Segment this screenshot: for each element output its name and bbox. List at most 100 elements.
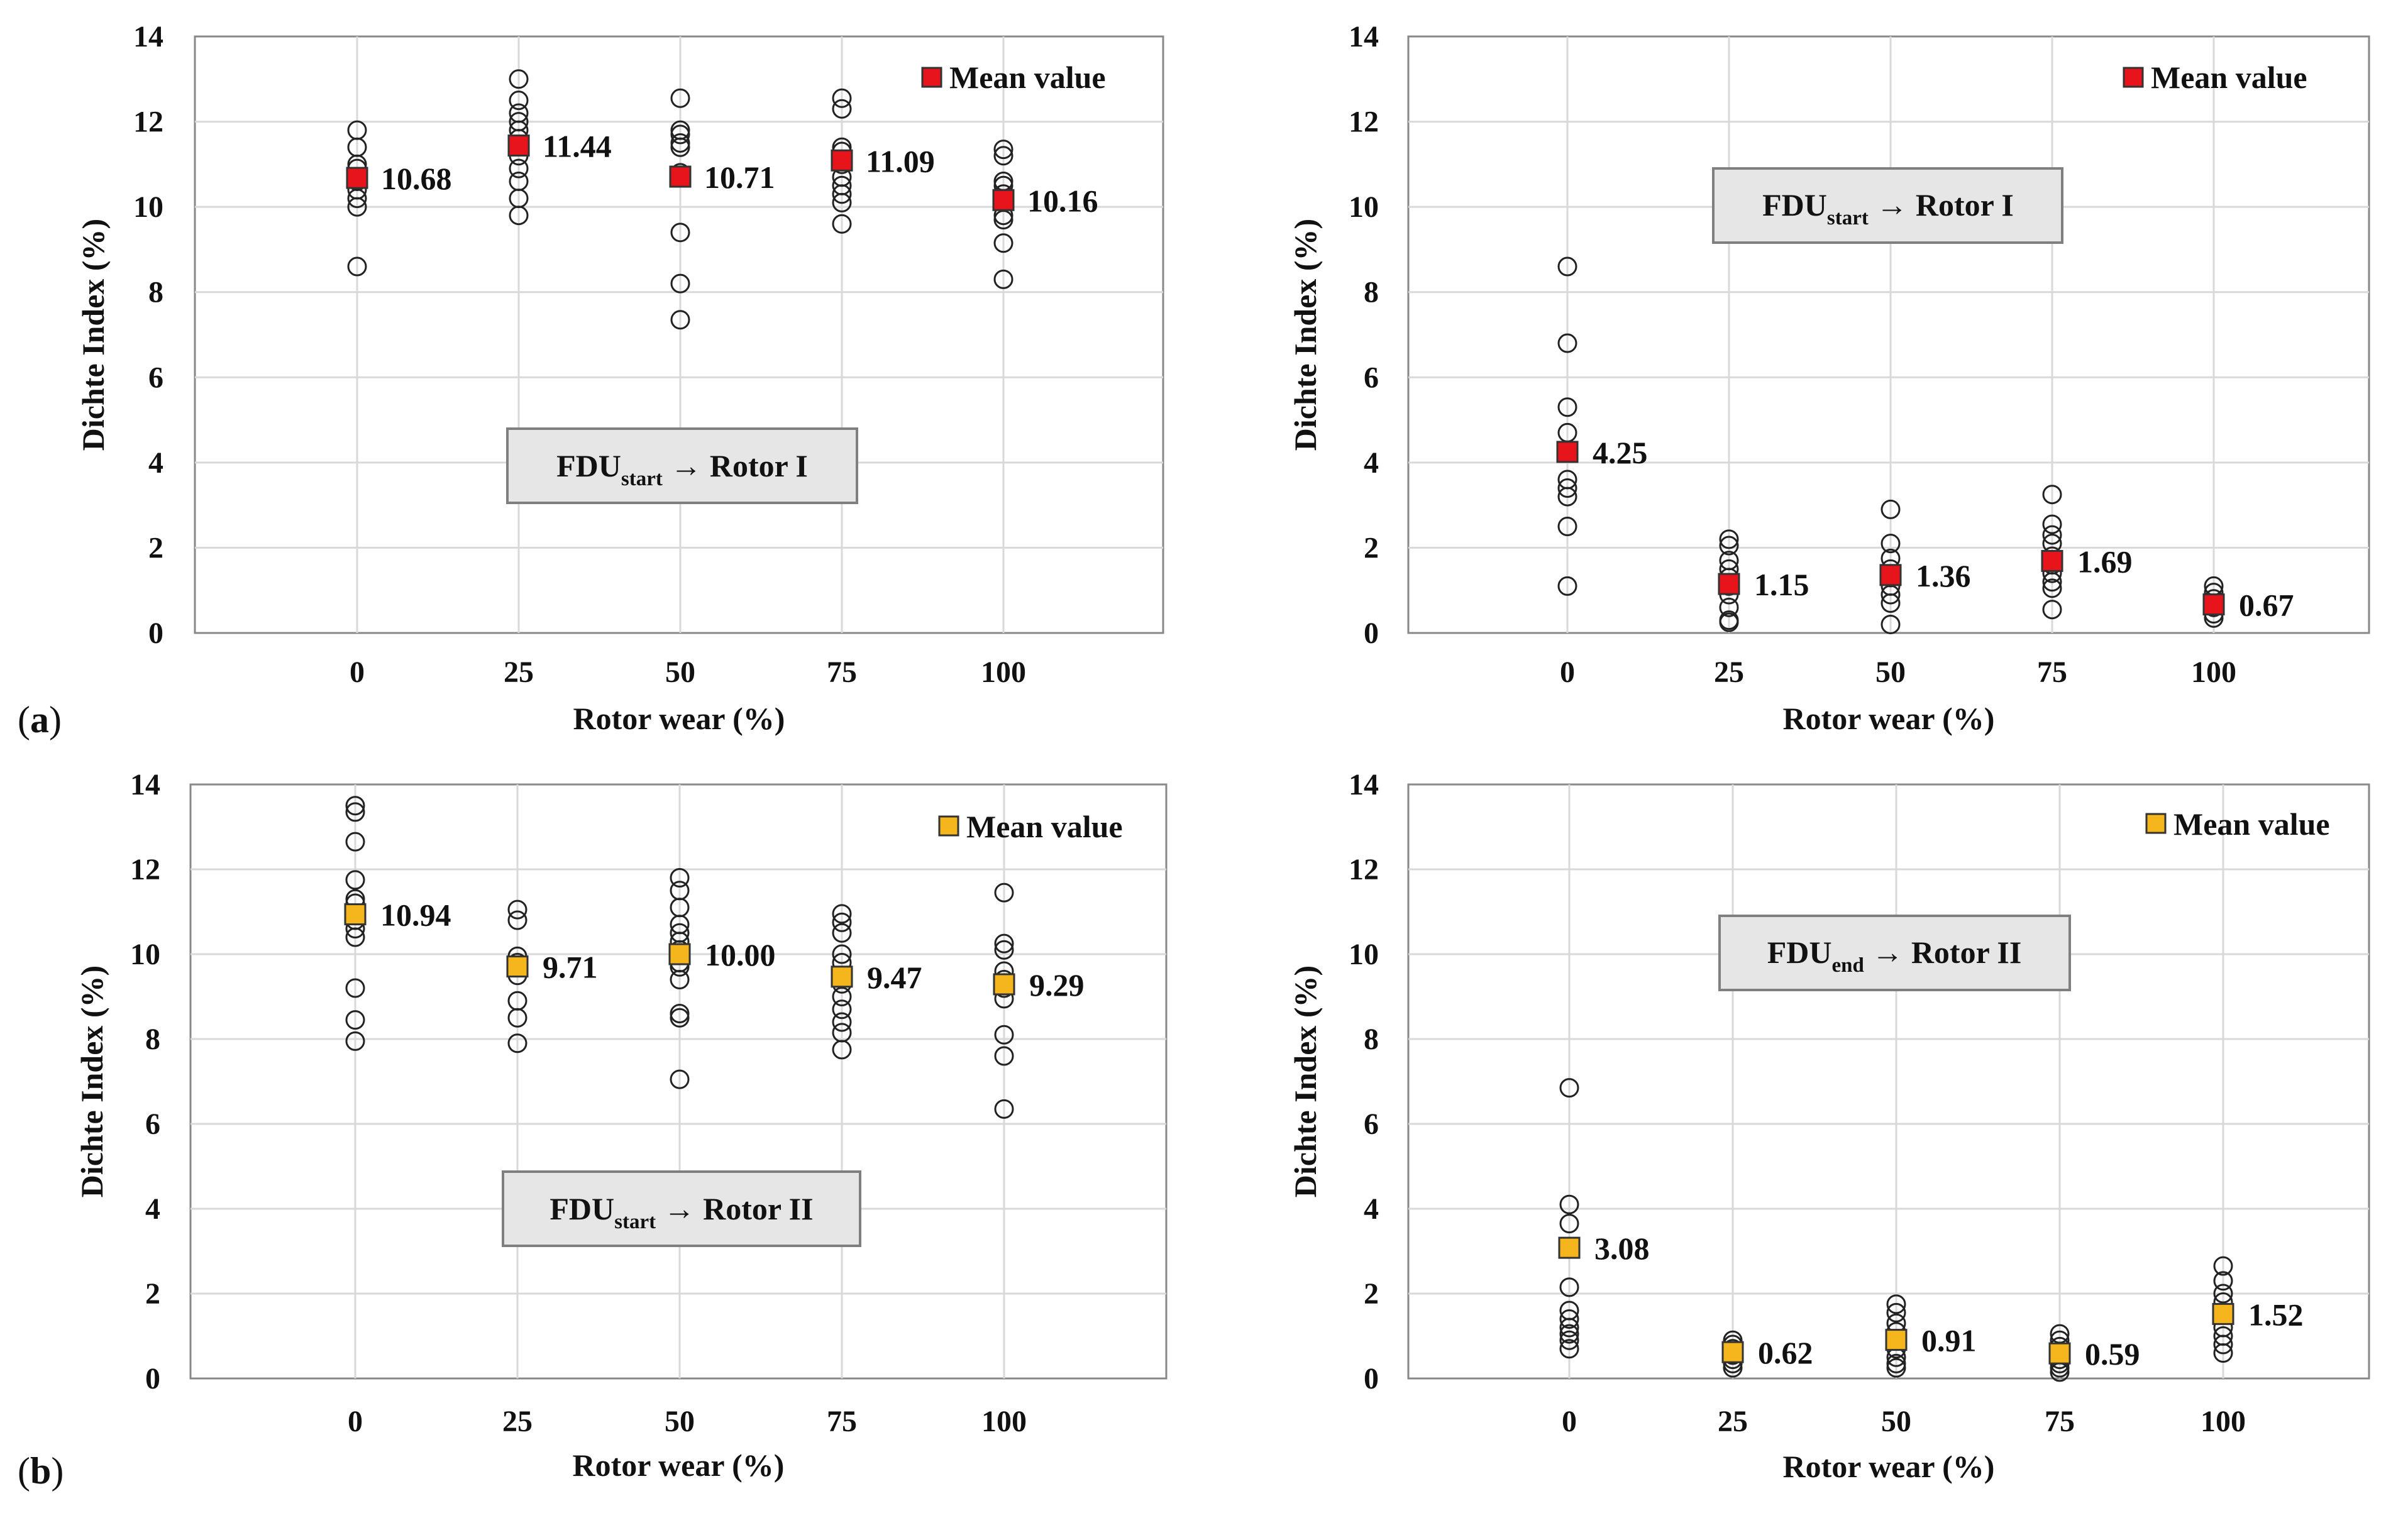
annotation-subscript: start bbox=[621, 468, 663, 490]
x-axis-label: Rotor wear (%) bbox=[573, 701, 785, 736]
data-point bbox=[832, 904, 852, 924]
mean-marker bbox=[2212, 1302, 2234, 1325]
data-point bbox=[1559, 1339, 1579, 1359]
data-point bbox=[2042, 485, 2062, 505]
y-tick-label: 14 bbox=[1349, 20, 1379, 53]
y-tick-label: 6 bbox=[145, 1108, 160, 1141]
x-tick-label: 50 bbox=[1875, 656, 1906, 689]
x-tick-label: 100 bbox=[2201, 1405, 2246, 1438]
data-point bbox=[670, 970, 690, 989]
annotation-text: FDUstart → Rotor I bbox=[1762, 187, 2014, 229]
y-tick-label: 2 bbox=[148, 531, 163, 564]
y-tick-label: 2 bbox=[1364, 531, 1379, 564]
y-tick-label: 10 bbox=[130, 938, 160, 971]
legend-swatch bbox=[938, 815, 959, 837]
data-point bbox=[832, 88, 852, 108]
data-point bbox=[670, 310, 690, 330]
legend-swatch bbox=[921, 67, 942, 88]
x-tick-label: 0 bbox=[348, 1405, 363, 1438]
data-point bbox=[670, 1008, 690, 1028]
data-point bbox=[670, 88, 690, 108]
data-point bbox=[670, 1069, 690, 1089]
mean-label: 0.59 bbox=[2085, 1336, 2140, 1372]
data-point bbox=[507, 1033, 527, 1053]
data-point bbox=[2213, 1284, 2233, 1304]
mean-label: 0.62 bbox=[1758, 1335, 1813, 1370]
data-point bbox=[345, 796, 365, 816]
annotation-main: FDU bbox=[556, 448, 621, 483]
x-axis-label: Rotor wear (%) bbox=[1783, 1449, 1995, 1484]
x-tick-label: 75 bbox=[827, 656, 857, 689]
data-point bbox=[509, 206, 529, 226]
legend-label: Mean value bbox=[2173, 806, 2330, 842]
data-point bbox=[345, 870, 365, 890]
annotation-box bbox=[1712, 167, 2063, 244]
y-axis-label: Dichte Index (%) bbox=[1288, 965, 1323, 1197]
x-tick-label: 50 bbox=[665, 1405, 695, 1438]
mean-label: 0.67 bbox=[2239, 588, 2294, 623]
data-point bbox=[993, 140, 1013, 160]
data-point bbox=[1559, 1277, 1579, 1297]
y-tick-label: 12 bbox=[130, 853, 160, 886]
y-axis-label: Dichte Index (%) bbox=[1288, 219, 1323, 451]
y-tick-label: 6 bbox=[148, 361, 163, 394]
x-tick-label: 75 bbox=[827, 1405, 857, 1438]
x-tick-label: 75 bbox=[2037, 656, 2067, 689]
data-point bbox=[994, 1025, 1014, 1045]
data-point bbox=[1557, 517, 1577, 537]
mean-label: 9.71 bbox=[543, 950, 598, 985]
data-point bbox=[1557, 256, 1577, 277]
annotation-box bbox=[502, 1170, 861, 1247]
y-tick-label: 0 bbox=[148, 617, 163, 650]
annotation-subscript: start bbox=[614, 1211, 656, 1233]
mean-marker bbox=[346, 167, 368, 189]
y-tick-label: 10 bbox=[1349, 938, 1379, 971]
mean-label: 9.47 bbox=[867, 960, 922, 995]
mean-label: 4.25 bbox=[1593, 435, 1648, 470]
data-point bbox=[2213, 1334, 2233, 1355]
y-tick-label: 10 bbox=[1349, 190, 1379, 224]
mean-marker bbox=[2048, 1342, 2071, 1365]
mean-marker bbox=[506, 955, 529, 978]
y-tick-label: 4 bbox=[1364, 1192, 1379, 1226]
data-point bbox=[1557, 487, 1577, 507]
data-point bbox=[993, 146, 1013, 166]
legend-label: Mean value bbox=[949, 60, 1106, 95]
annotation-text: FDUstart → Rotor II bbox=[550, 1191, 813, 1233]
x-axis-label: Rotor wear (%) bbox=[573, 1448, 785, 1483]
data-point bbox=[832, 1040, 852, 1060]
mean-label: 10.16 bbox=[1027, 183, 1098, 218]
data-point bbox=[670, 1004, 690, 1023]
mean-marker bbox=[831, 149, 853, 172]
data-point bbox=[1559, 1309, 1579, 1329]
data-point bbox=[832, 999, 852, 1020]
data-point bbox=[1559, 1324, 1579, 1344]
annotation-rest: → Rotor II bbox=[656, 1191, 813, 1226]
annotation-rest: → Rotor I bbox=[663, 448, 808, 483]
mean-label: 1.36 bbox=[1916, 558, 1971, 593]
data-point bbox=[345, 927, 365, 947]
plot-frame bbox=[194, 35, 1164, 634]
y-tick-label: 6 bbox=[1364, 361, 1379, 394]
annotation-text: FDUstart → Rotor I bbox=[556, 448, 808, 490]
annotation-main: FDU bbox=[1762, 187, 1827, 223]
mean-label: 10.68 bbox=[381, 161, 452, 196]
data-point bbox=[832, 987, 852, 1006]
plot-frame bbox=[189, 783, 1168, 1380]
data-point bbox=[2042, 578, 2062, 598]
plot-frame bbox=[1407, 783, 2370, 1380]
mean-label: 0.91 bbox=[1921, 1323, 1977, 1358]
mean-marker bbox=[2041, 549, 2063, 572]
data-point bbox=[670, 124, 690, 145]
data-point bbox=[1559, 1317, 1579, 1338]
mean-marker bbox=[992, 189, 1015, 211]
data-point bbox=[832, 214, 852, 234]
annotation-box bbox=[506, 427, 858, 504]
panel-label-b: (b) bbox=[18, 1450, 64, 1492]
x-tick-label: 0 bbox=[350, 656, 365, 689]
mean-label: 11.44 bbox=[543, 129, 612, 164]
data-point bbox=[832, 184, 852, 204]
y-tick-label: 8 bbox=[145, 1023, 160, 1056]
chart-panel-a-left: 0 2 4 6 8 10 12 14 0 25 50 75 100 Rotor wear (%) Dicht… bbox=[75, 20, 1164, 736]
